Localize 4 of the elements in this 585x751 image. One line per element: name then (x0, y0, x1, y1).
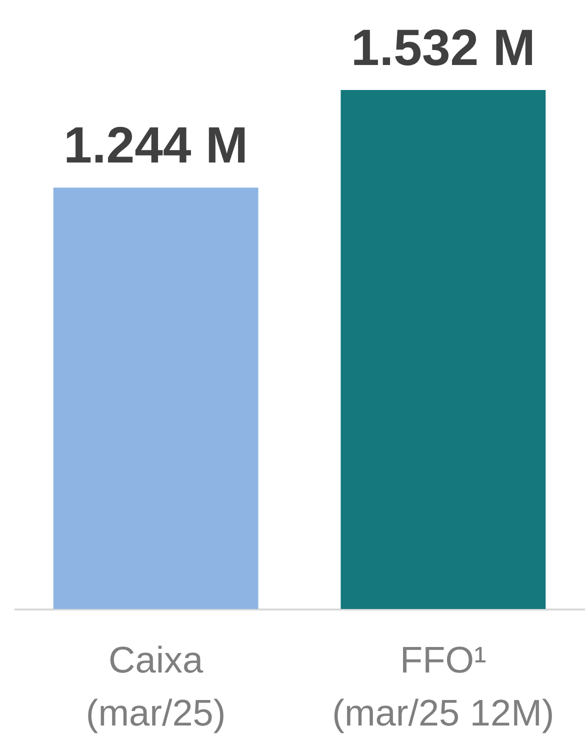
data-label: 1.532 M (351, 19, 536, 76)
data-label: 1.244 M (64, 116, 248, 174)
x-tick-label: FFO¹ (mar/25 12M) (332, 640, 554, 734)
x-tick-label: Caixa (mar/25) (86, 640, 226, 734)
